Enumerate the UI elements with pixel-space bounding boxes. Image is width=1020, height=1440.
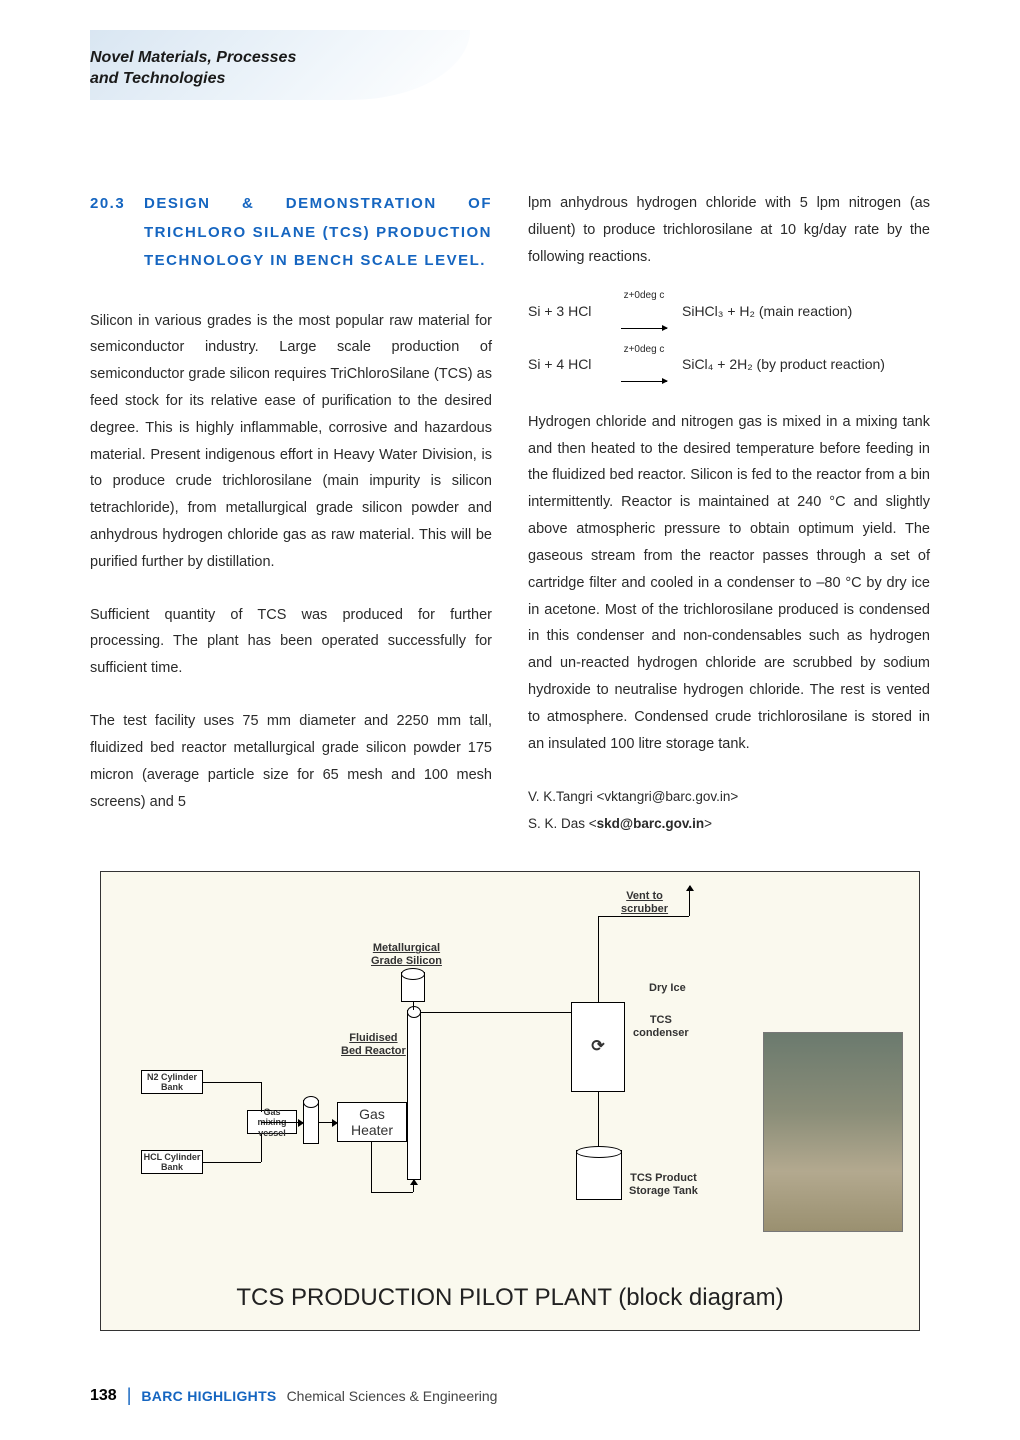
- page-footer: 138 | BARC HIGHLIGHTS Chemical Sciences …: [90, 1385, 497, 1406]
- footer-separator: |: [127, 1385, 132, 1406]
- p1: [413, 1002, 414, 1010]
- reaction-block: Si + 3 HCl z+0deg c SiHCl₃ + H₂ (main re…: [528, 284, 930, 390]
- plant-photo: [763, 1032, 903, 1232]
- rxn2-left: Si + 4 HCl: [528, 351, 606, 378]
- column-left: 20.3 DESIGN & DEMONSTRATION OF TRICHLORO…: [90, 190, 492, 837]
- process-figure: Vent toscrubber MetallurgicalGrade Silic…: [100, 871, 920, 1331]
- rxn1-arrow: z+0deg c: [614, 284, 674, 337]
- author-2-name: S. K. Das <: [528, 816, 597, 831]
- label-mgs: MetallurgicalGrade Silicon: [371, 942, 442, 967]
- page-number: 138: [90, 1387, 117, 1405]
- storage-tank: [576, 1150, 622, 1200]
- author-2-email: skd@barc.gov.in: [597, 816, 704, 831]
- authors: V. K.Tangri <vktangri@barc.gov.in> S. K.…: [528, 783, 930, 837]
- mixing-vessel: [303, 1100, 319, 1144]
- n2-bank: N2 CylinderBank: [141, 1070, 203, 1094]
- para-2: Sufficient quantity of TCS was produced …: [90, 602, 492, 682]
- p6: [203, 1162, 261, 1163]
- figure-caption: TCS PRODUCTION PILOT PLANT (block diagra…: [101, 1284, 919, 1312]
- column-right: lpm anhydrous hydrogen chloride with 5 l…: [528, 190, 930, 837]
- rxn1-right: SiHCl₃ + H₂ (main reaction): [682, 298, 852, 325]
- label-dryice: Dry Ice: [649, 982, 686, 995]
- gas-heater: GasHeater: [337, 1102, 407, 1142]
- p2: [421, 1012, 571, 1013]
- header-line2: and Technologies: [90, 70, 225, 87]
- p8c: [413, 1180, 414, 1192]
- para-4: lpm anhydrous hydrogen chloride with 5 l…: [528, 190, 930, 270]
- para-3: The test facility uses 75 mm diameter an…: [90, 708, 492, 815]
- footer-highlights: BARC HIGHLIGHTS: [141, 1388, 276, 1404]
- p5b: [261, 1082, 262, 1112]
- para-5: Hydrogen chloride and nitrogen gas is mi…: [528, 409, 930, 758]
- p6b: [261, 1134, 262, 1162]
- header-title: Novel Materials, Processes and Technolog…: [90, 48, 470, 90]
- author-1: V. K.Tangri <vktangri@barc.gov.in>: [528, 783, 930, 810]
- p8b: [371, 1192, 413, 1193]
- p7: [319, 1122, 337, 1123]
- p4: [598, 1092, 599, 1152]
- pipe-vent: [689, 886, 690, 916]
- label-vent: Vent toscrubber: [621, 890, 668, 915]
- reaction-2: Si + 4 HCl z+0deg c SiCl₄ + 2H₂ (by prod…: [528, 338, 930, 391]
- header-swoosh: Novel Materials, Processes and Technolog…: [90, 30, 470, 100]
- rxn1-cond: z+0deg c: [624, 290, 665, 301]
- author-2: S. K. Das <skd@barc.gov.in>: [528, 810, 930, 837]
- footer-tail: Chemical Sciences & Engineering: [287, 1388, 498, 1404]
- label-tcsp: TCS ProductStorage Tank: [629, 1172, 698, 1197]
- p8: [371, 1142, 372, 1192]
- author-2-close: >: [704, 816, 712, 831]
- text-columns: 20.3 DESIGN & DEMONSTRATION OF TRICHLORO…: [90, 190, 930, 837]
- p3: [598, 916, 599, 1002]
- p6c: [261, 1122, 303, 1123]
- section-number: 20.3: [90, 190, 144, 276]
- label-tcsc: TCScondenser: [633, 1014, 689, 1039]
- header-line1: Novel Materials, Processes: [90, 49, 296, 66]
- tcs-condenser: ⟳: [571, 1002, 625, 1092]
- rxn2-arrow: z+0deg c: [614, 338, 674, 391]
- reaction-1: Si + 3 HCl z+0deg c SiHCl₃ + H₂ (main re…: [528, 284, 930, 337]
- bin-silicon: [401, 972, 425, 1002]
- rxn2-right: SiCl₄ + 2H₂ (by product reaction): [682, 351, 885, 378]
- rxn2-cond: z+0deg c: [624, 344, 665, 355]
- hcl-bank: HCL CylinderBank: [141, 1150, 203, 1174]
- reactor: [407, 1010, 421, 1180]
- label-fbr: FluidisedBed Reactor: [341, 1032, 406, 1057]
- section-heading: DESIGN & DEMONSTRATION OF TRICHLORO SILA…: [144, 190, 492, 276]
- p5: [203, 1082, 261, 1083]
- p3b: [598, 916, 689, 917]
- section-title: 20.3 DESIGN & DEMONSTRATION OF TRICHLORO…: [90, 190, 492, 276]
- rxn1-left: Si + 3 HCl: [528, 298, 606, 325]
- para-1: Silicon in various grades is the most po…: [90, 308, 492, 576]
